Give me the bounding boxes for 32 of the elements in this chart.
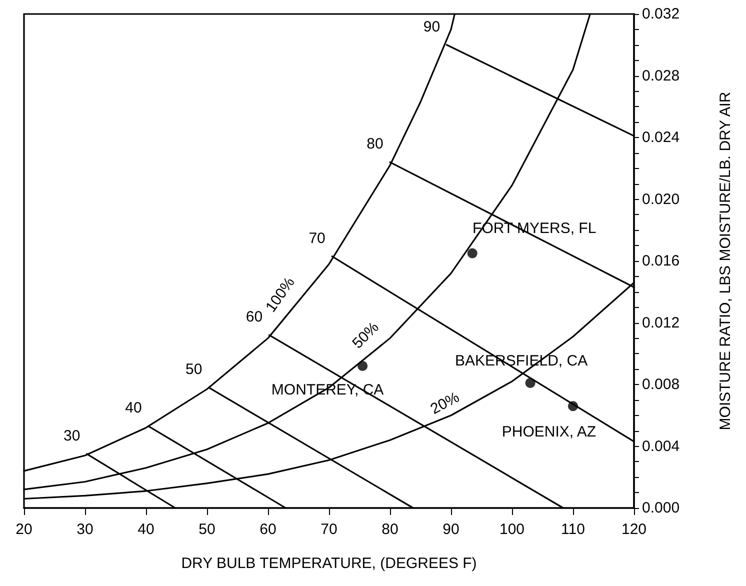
x-tick-label: 20	[16, 521, 32, 538]
x-tick-label: 110	[561, 521, 585, 538]
annotation: 30	[63, 427, 80, 444]
x-tick-label: 30	[76, 521, 94, 538]
x-axis-title: DRY BULB TEMPERATURE, (DEGREES F)	[181, 555, 477, 572]
annotation: 60	[246, 308, 263, 326]
annotation: 50	[185, 361, 202, 378]
x-tick-label: 100	[499, 521, 525, 538]
x-tick-label: 60	[260, 521, 276, 538]
x-tick-label: 50	[198, 521, 216, 538]
annotation: 40	[125, 400, 142, 417]
annotation: PHOENIX, AZ	[502, 424, 596, 441]
annotation: 90	[423, 18, 440, 36]
annotation: 70	[308, 230, 326, 247]
x-tick-label: 70	[320, 521, 338, 538]
y-tick-label: 0.032	[642, 6, 680, 22]
x-tick-label: 120	[621, 521, 647, 538]
y-tick-label: 0.028	[642, 67, 680, 84]
annotation: 20%	[428, 388, 462, 418]
y-tick-label: 0.020	[642, 190, 680, 208]
x-tick-label: 80	[382, 521, 398, 538]
y-tick-label: 0.000	[642, 500, 680, 516]
y-axis-title: MOISTURE RATIO, LBS MOISTURE/LB. DRY AIR	[717, 92, 734, 430]
annotation: 50%	[349, 318, 382, 352]
y-tick-label: 0.012	[642, 314, 680, 332]
y-tick-label: 0.004	[642, 438, 680, 455]
x-tick-label: 40	[138, 521, 154, 538]
x-tick-label: 90	[442, 521, 460, 538]
y-tick-label: 0.024	[642, 129, 680, 146]
annotation: 80	[366, 136, 384, 153]
y-tick-label: 0.008	[642, 376, 680, 393]
y-tick-label: 0.016	[642, 252, 680, 270]
